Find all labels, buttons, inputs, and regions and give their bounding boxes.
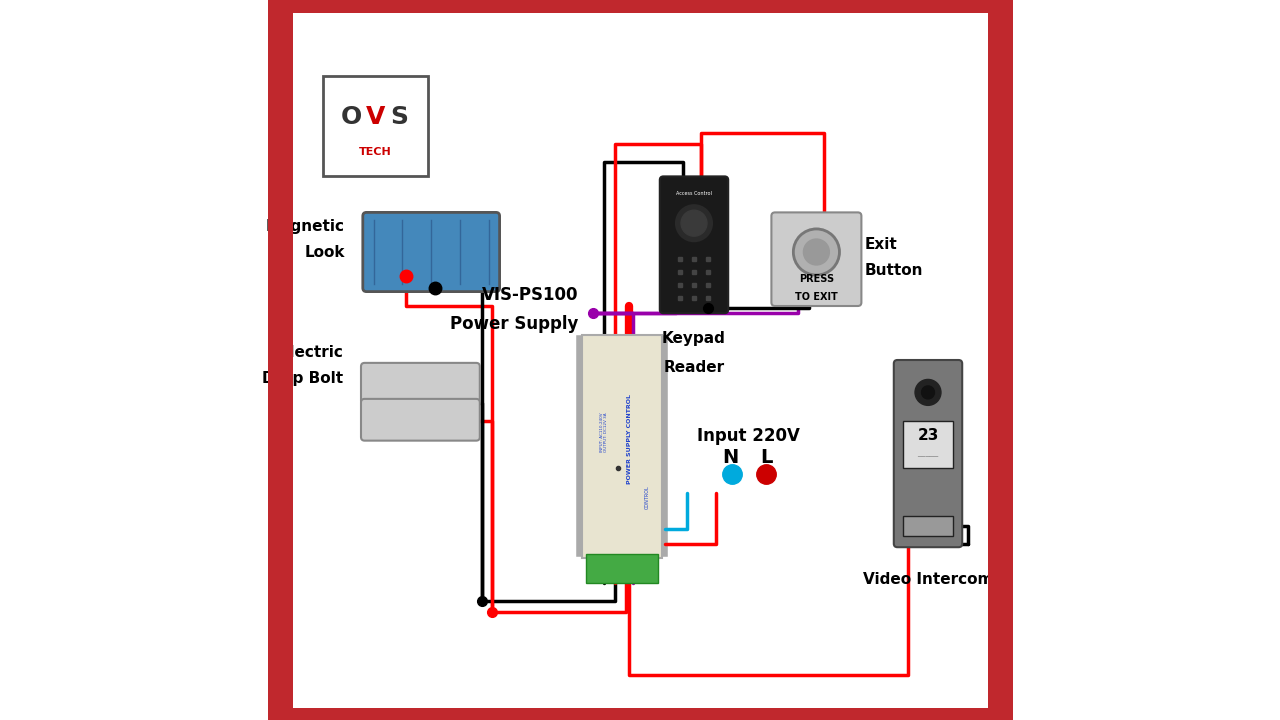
Text: POWER SUPPLY CONTROL: POWER SUPPLY CONTROL (627, 395, 632, 485)
FancyBboxPatch shape (582, 335, 662, 558)
Text: Input 220V: Input 220V (696, 426, 800, 444)
FancyBboxPatch shape (362, 212, 499, 292)
Text: Electric: Electric (279, 346, 343, 360)
Circle shape (915, 379, 941, 405)
Text: Look: Look (305, 245, 344, 259)
Text: Magnetic: Magnetic (266, 220, 344, 234)
Text: ─────: ───── (918, 454, 938, 460)
Text: L: L (760, 448, 772, 467)
Text: O: O (340, 104, 362, 129)
Text: TO EXIT: TO EXIT (795, 292, 838, 302)
FancyBboxPatch shape (904, 516, 952, 536)
FancyBboxPatch shape (772, 212, 861, 306)
Circle shape (922, 386, 934, 399)
Circle shape (804, 239, 829, 265)
FancyBboxPatch shape (893, 360, 963, 547)
Text: CONTROL: CONTROL (645, 485, 650, 508)
FancyBboxPatch shape (586, 554, 658, 583)
Text: Power Supply: Power Supply (451, 315, 579, 333)
Text: S: S (390, 104, 408, 129)
Circle shape (794, 229, 840, 275)
Text: PRESS: PRESS (799, 274, 835, 284)
Text: Access Control: Access Control (676, 191, 712, 196)
Text: Exit: Exit (865, 238, 897, 252)
FancyBboxPatch shape (904, 421, 952, 468)
FancyBboxPatch shape (324, 76, 428, 176)
Text: Video Intercom: Video Intercom (863, 572, 993, 588)
Text: Keypad: Keypad (662, 331, 726, 346)
Circle shape (676, 205, 712, 241)
Text: 23: 23 (918, 428, 938, 443)
Text: Button: Button (865, 263, 923, 277)
Text: Reader: Reader (663, 360, 724, 375)
Text: Drop Bolt: Drop Bolt (262, 371, 343, 385)
Circle shape (681, 210, 707, 236)
FancyBboxPatch shape (361, 399, 480, 441)
Text: V: V (366, 104, 385, 129)
Text: INPUT: AC110-240V
OUTPUT: DC12V 3A: INPUT: AC110-240V OUTPUT: DC12V 3A (600, 412, 608, 452)
Text: VIS-PS100: VIS-PS100 (483, 286, 579, 304)
FancyBboxPatch shape (361, 363, 480, 405)
FancyBboxPatch shape (659, 176, 728, 313)
Text: TECH: TECH (358, 147, 392, 157)
Text: N: N (722, 448, 739, 467)
